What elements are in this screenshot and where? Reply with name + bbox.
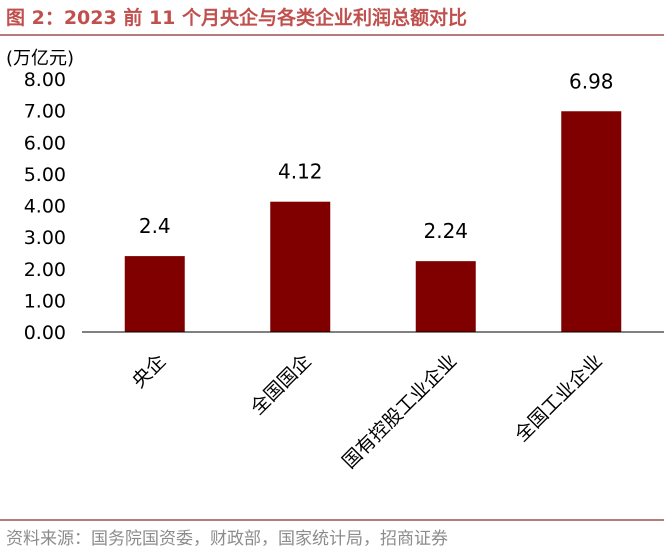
y-axis-ticks: 0.00 1.00 2.00 3.00 4.00 5.00 6.00 7.00 8.00	[24, 69, 66, 344]
data-label: 2.4	[139, 214, 171, 238]
figure-title: 图 2：2023 前 11 个月央企与各类企业利润总额对比	[6, 7, 468, 29]
data-label: 6.98	[569, 69, 614, 93]
y-tick-label: 1.00	[24, 290, 66, 312]
y-tick-label: 7.00	[24, 101, 66, 123]
data-labels: 2.4 4.12 2.24 6.98	[139, 69, 614, 243]
source-note: 资料来源：国务院国资委，财政部，国家统计局，招商证券	[6, 529, 448, 549]
y-tick-label: 6.00	[24, 132, 66, 154]
source-divider	[0, 519, 664, 521]
y-tick-label: 2.00	[24, 259, 66, 281]
bar-1	[124, 256, 185, 332]
bar-series	[124, 111, 622, 332]
y-tick-label: 0.00	[24, 322, 66, 344]
bar-2	[270, 201, 331, 332]
y-tick-label: 8.00	[24, 69, 66, 91]
x-tick-label: 国有控股工业企业	[338, 350, 461, 473]
x-tick-label: 央企	[128, 350, 170, 392]
bar-3	[415, 261, 476, 332]
title-divider	[0, 34, 664, 36]
x-tick-label: 全国国企	[246, 350, 315, 419]
bar-4	[561, 111, 622, 332]
data-label: 2.24	[423, 219, 468, 243]
data-label: 4.12	[278, 160, 323, 184]
y-axis-unit-label: (万亿元)	[6, 48, 75, 69]
x-tick-label: 全国工业企业	[511, 350, 607, 446]
y-tick-label: 5.00	[24, 164, 66, 186]
y-tick-label: 4.00	[24, 196, 66, 218]
y-tick-label: 3.00	[24, 227, 66, 249]
x-axis-labels: 央企 全国国企 国有控股工业企业 全国工业企业	[128, 350, 607, 473]
